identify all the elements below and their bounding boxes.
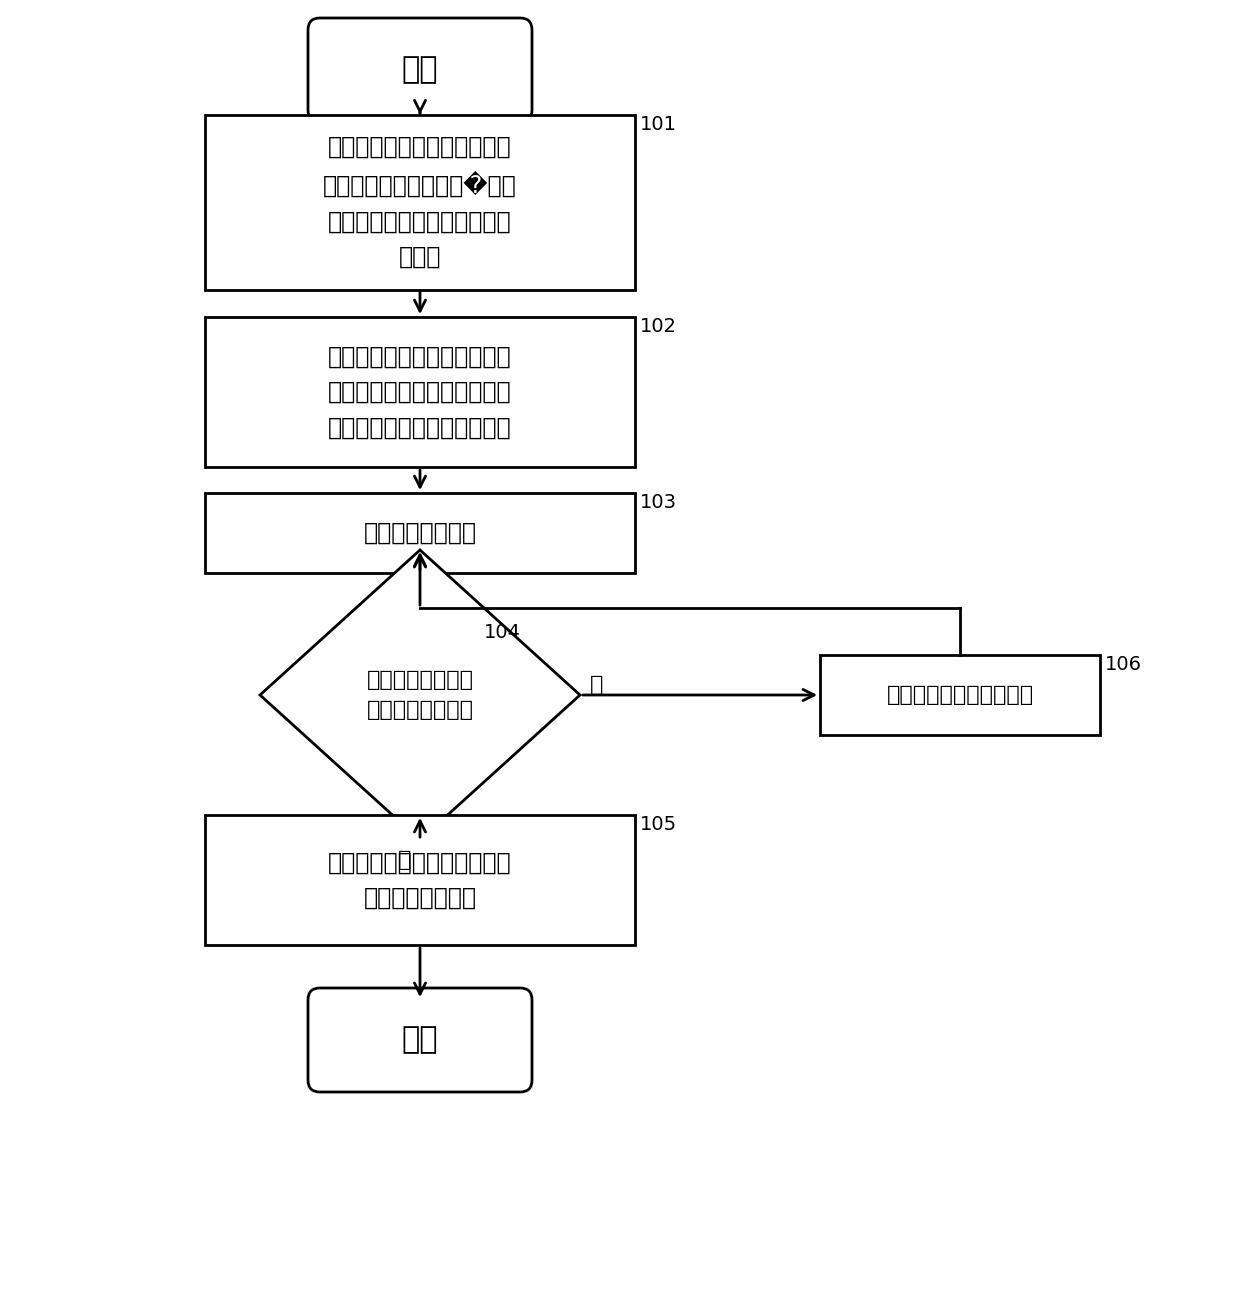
Text: 将预定骨架机理确定为燃烧化
学反应的骨架机理: 将预定骨架机理确定为燃烧化 学反应的骨架机理 xyxy=(329,851,512,909)
Text: 101: 101 xyxy=(640,114,677,134)
Text: 结束: 结束 xyxy=(402,1025,438,1055)
Text: 根据详细反应机理中各基元反
应对燃烧特性的影响，从各基
元反应中选择出多个敏感反应: 根据详细反应机理中各基元反 应对燃烧特性的影响，从各基 元反应中选择出多个敏感反… xyxy=(329,344,512,439)
Text: 判断预定骨架机理
是否符合预定条件: 判断预定骨架机理 是否符合预定条件 xyxy=(367,670,474,720)
Text: 106: 106 xyxy=(1105,655,1142,674)
Text: 对预定骨架机理进行修正: 对预定骨架机理进行修正 xyxy=(887,685,1034,705)
FancyBboxPatch shape xyxy=(308,989,532,1092)
Bar xyxy=(205,814,635,944)
Text: 开始: 开始 xyxy=(402,56,438,84)
Text: 否: 否 xyxy=(590,675,604,695)
Text: 104: 104 xyxy=(484,622,521,642)
FancyBboxPatch shape xyxy=(308,18,532,122)
Text: 102: 102 xyxy=(640,317,677,336)
Text: 是: 是 xyxy=(398,850,412,870)
Bar xyxy=(205,114,635,290)
Bar xyxy=(820,655,1100,735)
Text: 生成预定骨架机理: 生成预定骨架机理 xyxy=(363,521,476,546)
Bar xyxy=(205,317,635,468)
Polygon shape xyxy=(260,549,580,840)
Text: 获取参加燃烧化学反应的有效
燃料成分，并基于有效�料成
分确定燃烧化学反应的详细反
应机理: 获取参加燃烧化学反应的有效 燃料成分，并基于有效�料成 分确定燃烧化学反应的详细… xyxy=(324,135,517,269)
Text: 105: 105 xyxy=(640,814,677,834)
Bar xyxy=(205,494,635,573)
Text: 103: 103 xyxy=(640,494,677,512)
